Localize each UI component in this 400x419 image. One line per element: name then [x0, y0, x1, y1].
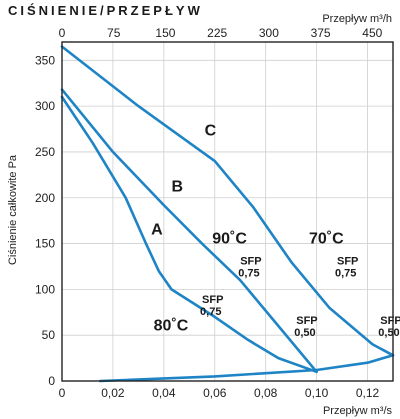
- chart-title: CIŚNIENIE/PRZEPŁYW: [8, 3, 203, 18]
- x-tick-label: 0,08: [254, 386, 278, 400]
- x-axis-bottom-label: Przepływ m³/s: [323, 405, 393, 417]
- y-tick-label: 100: [35, 282, 55, 296]
- axis-ticks: 0 0,02 0,04 0,06 0,08 0,10 0,12 0 50 100 150 200 250…: [35, 26, 383, 400]
- x-tick-label: 0,02: [101, 386, 125, 400]
- curves: [60, 45, 395, 383]
- y-axis-label: Ciśnienie całkowite Pa: [7, 154, 19, 265]
- curve-label-a: A: [151, 221, 163, 238]
- curve-c: [60, 45, 395, 357]
- curve-label-c: C: [205, 122, 217, 139]
- top-tick-label: 75: [107, 26, 121, 40]
- y-tick-label: 150: [35, 237, 55, 251]
- sfp-label: SFP: [337, 256, 358, 268]
- top-tick-label: 300: [259, 26, 279, 40]
- x-tick-label: 0,06: [203, 386, 227, 400]
- x-tick-label: 0,12: [356, 386, 380, 400]
- system-curve: [98, 353, 395, 383]
- grid: [62, 42, 393, 381]
- curve-b: [60, 88, 318, 374]
- y-tick-label: 250: [35, 145, 55, 159]
- y-tick-label: 0: [48, 374, 55, 388]
- y-tick-label: 350: [35, 53, 55, 67]
- y-tick-label: 50: [42, 328, 56, 342]
- x-tick-label: 0,10: [305, 386, 329, 400]
- x-axis-top-label: Przepływ m³/h: [322, 13, 392, 25]
- sfp-value: 0,50: [294, 327, 315, 339]
- sfp-label: SFP: [380, 315, 400, 327]
- sfp-label: SFP: [202, 294, 223, 306]
- sfp-value: 0,75: [238, 268, 259, 280]
- temperature-label: 80˚C: [154, 318, 189, 335]
- sfp-label: SFP: [240, 256, 261, 268]
- sfp-value: 0,75: [335, 268, 356, 280]
- y-tick-label: 300: [35, 99, 55, 113]
- plot-frame: [61, 41, 394, 382]
- temperature-label: 90˚C: [212, 231, 247, 248]
- x-tick-label: 0,04: [152, 386, 176, 400]
- sfp-value: 0,75: [200, 306, 221, 318]
- sfp-label: SFP: [296, 315, 317, 327]
- curve-label-b: B: [171, 178, 183, 195]
- top-tick-label: 0: [59, 26, 66, 40]
- top-tick-label: 150: [155, 26, 175, 40]
- curve-a: [60, 95, 318, 374]
- y-tick-label: 200: [35, 191, 55, 205]
- top-tick-label: 375: [311, 26, 331, 40]
- sfp-value: 0,50: [378, 327, 399, 339]
- x-tick-label: 0: [59, 386, 66, 400]
- top-tick-label: 450: [362, 26, 382, 40]
- temperature-label: 70˚C: [309, 231, 344, 248]
- top-tick-label: 225: [207, 26, 227, 40]
